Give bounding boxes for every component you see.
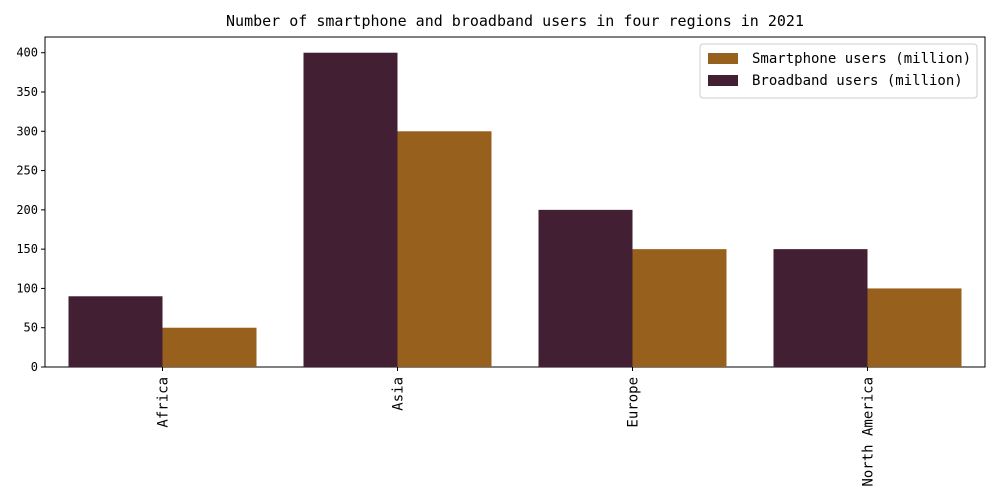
- chart-title: Number of smartphone and broadband users…: [226, 12, 804, 30]
- plot-frame: [44, 36, 986, 368]
- legend-label: Broadband users (million): [752, 73, 963, 89]
- x-axis: Africa Asia Europe North America: [156, 367, 877, 487]
- y-tick-label: 50: [24, 321, 38, 335]
- y-tick-label: 150: [16, 242, 38, 256]
- bar-north-america-smartphone: [867, 288, 962, 367]
- bar-africa-smartphone: [162, 327, 257, 367]
- y-tick-label: 350: [16, 85, 38, 99]
- bar-north-america-broadband: [773, 249, 868, 367]
- x-tick-label: Africa: [156, 377, 172, 428]
- plot-area: [44, 36, 986, 368]
- y-tick-label: 300: [16, 124, 38, 138]
- legend-swatch: [708, 75, 738, 86]
- bars: [68, 52, 962, 367]
- bar-asia-smartphone: [397, 131, 492, 367]
- y-tick-label: 250: [16, 164, 38, 178]
- bar-europe-smartphone: [632, 249, 727, 367]
- x-tick-label: North America: [861, 377, 877, 487]
- y-tick-label: 200: [16, 203, 38, 217]
- legend-swatch: [708, 53, 738, 64]
- x-tick-label: Europe: [626, 377, 642, 428]
- legend-box: [699, 43, 978, 99]
- bar-asia-broadband: [303, 52, 398, 367]
- y-tick-label: 400: [16, 46, 38, 60]
- x-tick-label: Asia: [391, 377, 407, 411]
- legend: Smartphone users (million) Broadband user…: [699, 43, 978, 99]
- y-axis: 0 50 100 150 200 250 300 350 400: [16, 46, 45, 374]
- legend-label: Smartphone users (million): [752, 51, 971, 67]
- y-tick-label: 100: [16, 281, 38, 295]
- bar-africa-broadband: [68, 296, 163, 367]
- y-tick-label: 0: [31, 360, 38, 374]
- bar-europe-broadband: [538, 209, 633, 367]
